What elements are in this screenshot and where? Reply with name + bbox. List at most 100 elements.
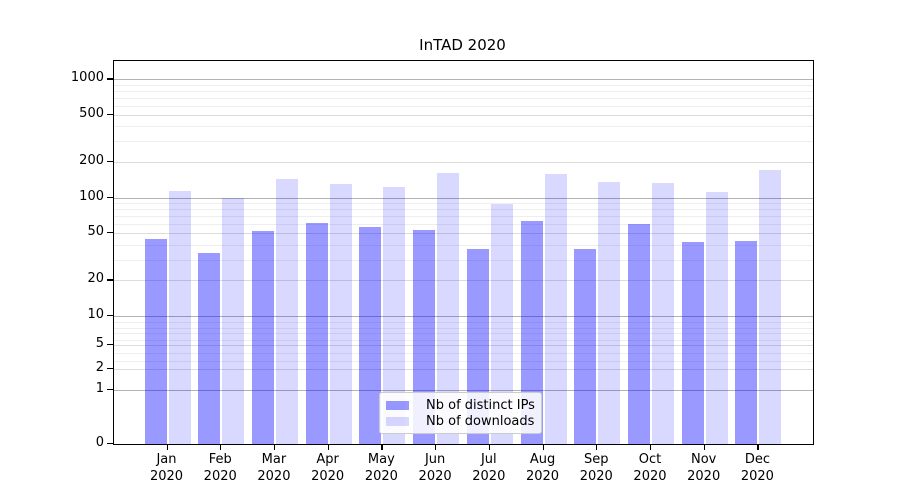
bar-downloads-aug (544, 173, 567, 444)
gridline-100 (114, 197, 813, 199)
gridline-1 (114, 390, 813, 391)
legend-item-downloads: Nb of downloads (386, 414, 535, 429)
y-tick-label-10: 10 (87, 307, 104, 322)
x-tick-label-mar: Mar 2020 (257, 452, 291, 484)
bar-distinct-ips-nov (681, 242, 704, 444)
bar-downloads-jun (437, 172, 460, 444)
x-tick-mar (273, 444, 276, 450)
legend-label-distinct-ips: Nb of distinct IPs (426, 398, 535, 413)
bar-downloads-nov (705, 191, 728, 444)
gridline-5 (114, 345, 813, 346)
bar-downloads-jan (168, 190, 191, 444)
gridline-minor (114, 209, 813, 211)
gridline-minor (114, 259, 813, 261)
y-tick-50 (107, 232, 113, 234)
gridline-minor (114, 333, 813, 334)
x-tick-dec (757, 444, 759, 450)
x-tick-may (381, 444, 383, 450)
bar-downloads-dec (759, 170, 782, 444)
x-tick-oct (649, 444, 652, 450)
x-tick-jun (435, 444, 437, 450)
y-tick-1000 (107, 78, 113, 80)
x-tick-label-jan: Jan 2020 (149, 452, 184, 484)
bar-distinct-ips-feb (198, 253, 221, 444)
legend-label-downloads: Nb of downloads (426, 414, 535, 429)
gridline-minor (114, 327, 813, 329)
y-tick-500 (107, 114, 113, 116)
bar-distinct-ips-may (359, 226, 382, 444)
legend: Nb of distinct IPs Nb of downloads (379, 392, 542, 434)
y-tick-label-5: 5 (95, 336, 104, 351)
gridline-minor (114, 216, 813, 218)
gridline-10 (114, 316, 813, 317)
x-tick-jul (488, 444, 490, 450)
legend-item-distinct-ips: Nb of distinct IPs (386, 398, 535, 413)
gridline-minor (114, 361, 813, 362)
bar-distinct-ips-jan (144, 238, 167, 444)
y-tick-label-1000: 1000 (70, 70, 104, 86)
y-tick-label-200: 200 (79, 153, 104, 169)
x-tick-label-sep: Sep 2020 (579, 452, 613, 484)
gridline-200 (114, 162, 813, 164)
bar-downloads-jul (490, 203, 513, 444)
x-tick-label-dec: Dec 2020 (740, 452, 774, 484)
y-tick-200 (107, 161, 113, 163)
y-tick-label-500: 500 (79, 106, 104, 121)
gridline-minor (114, 244, 813, 246)
bar-downloads-sep (598, 181, 621, 444)
gridline-minor (114, 141, 813, 143)
x-tick-sep (596, 444, 598, 450)
x-tick-label-feb: Feb 2020 (203, 452, 237, 484)
bar-downloads-oct (651, 183, 674, 444)
x-tick-label-jul: Jul 2020 (472, 452, 506, 484)
bar-distinct-ips-oct (627, 223, 650, 444)
y-tick-label-0: 0 (95, 435, 104, 450)
x-tick-label-aug: Aug 2020 (525, 452, 560, 484)
bar-distinct-ips-jun (413, 230, 436, 444)
legend-swatch-distinct-ips (386, 401, 409, 410)
legend-swatch-downloads (386, 417, 409, 426)
bar-downloads-feb (222, 197, 245, 444)
gridline-minor (114, 84, 813, 86)
bar-distinct-ips-apr (305, 223, 328, 444)
bar-downloads-mar (275, 178, 298, 444)
y-tick-10 (107, 315, 113, 317)
gridline-500 (114, 115, 813, 116)
gridline-minor (114, 353, 813, 354)
y-tick-label-20: 20 (87, 271, 104, 287)
bar-downloads-may (383, 186, 406, 444)
chart-title: InTAD 2020 (419, 36, 506, 54)
y-tick-1 (107, 389, 113, 391)
bar-distinct-ips-dec (735, 241, 758, 444)
y-tick-20 (107, 279, 113, 281)
x-tick-label-apr: Apr 2020 (311, 452, 345, 484)
gridline-minor (114, 126, 813, 128)
gridline-minor (114, 339, 813, 341)
y-tick-label-1: 1 (95, 381, 104, 396)
x-tick-label-may: May 2020 (364, 452, 398, 484)
x-tick-label-jun: Jun 2020 (418, 452, 452, 484)
gridline-minor (114, 223, 813, 225)
bar-downloads-apr (329, 183, 352, 444)
gridline-minor (114, 321, 813, 323)
x-tick-aug (542, 444, 544, 450)
y-tick-0 (107, 443, 113, 445)
gridline-1000 (114, 79, 813, 81)
bar-distinct-ips-mar (251, 231, 274, 444)
gridline-20 (114, 280, 813, 282)
y-tick-label-100: 100 (79, 188, 104, 204)
gridline-minor (114, 203, 813, 205)
y-tick-2 (107, 368, 113, 370)
gridline-minor (114, 90, 813, 92)
plot-area (113, 60, 814, 445)
y-tick-5 (107, 344, 113, 346)
x-tick-feb (220, 444, 222, 450)
gridline-50 (114, 233, 813, 235)
y-tick-label-2: 2 (95, 360, 104, 375)
y-tick-label-50: 50 (87, 224, 104, 240)
y-tick-100 (107, 196, 113, 198)
gridline-minor (114, 105, 813, 107)
bar-distinct-ips-aug (520, 221, 543, 444)
x-tick-nov (703, 444, 705, 450)
